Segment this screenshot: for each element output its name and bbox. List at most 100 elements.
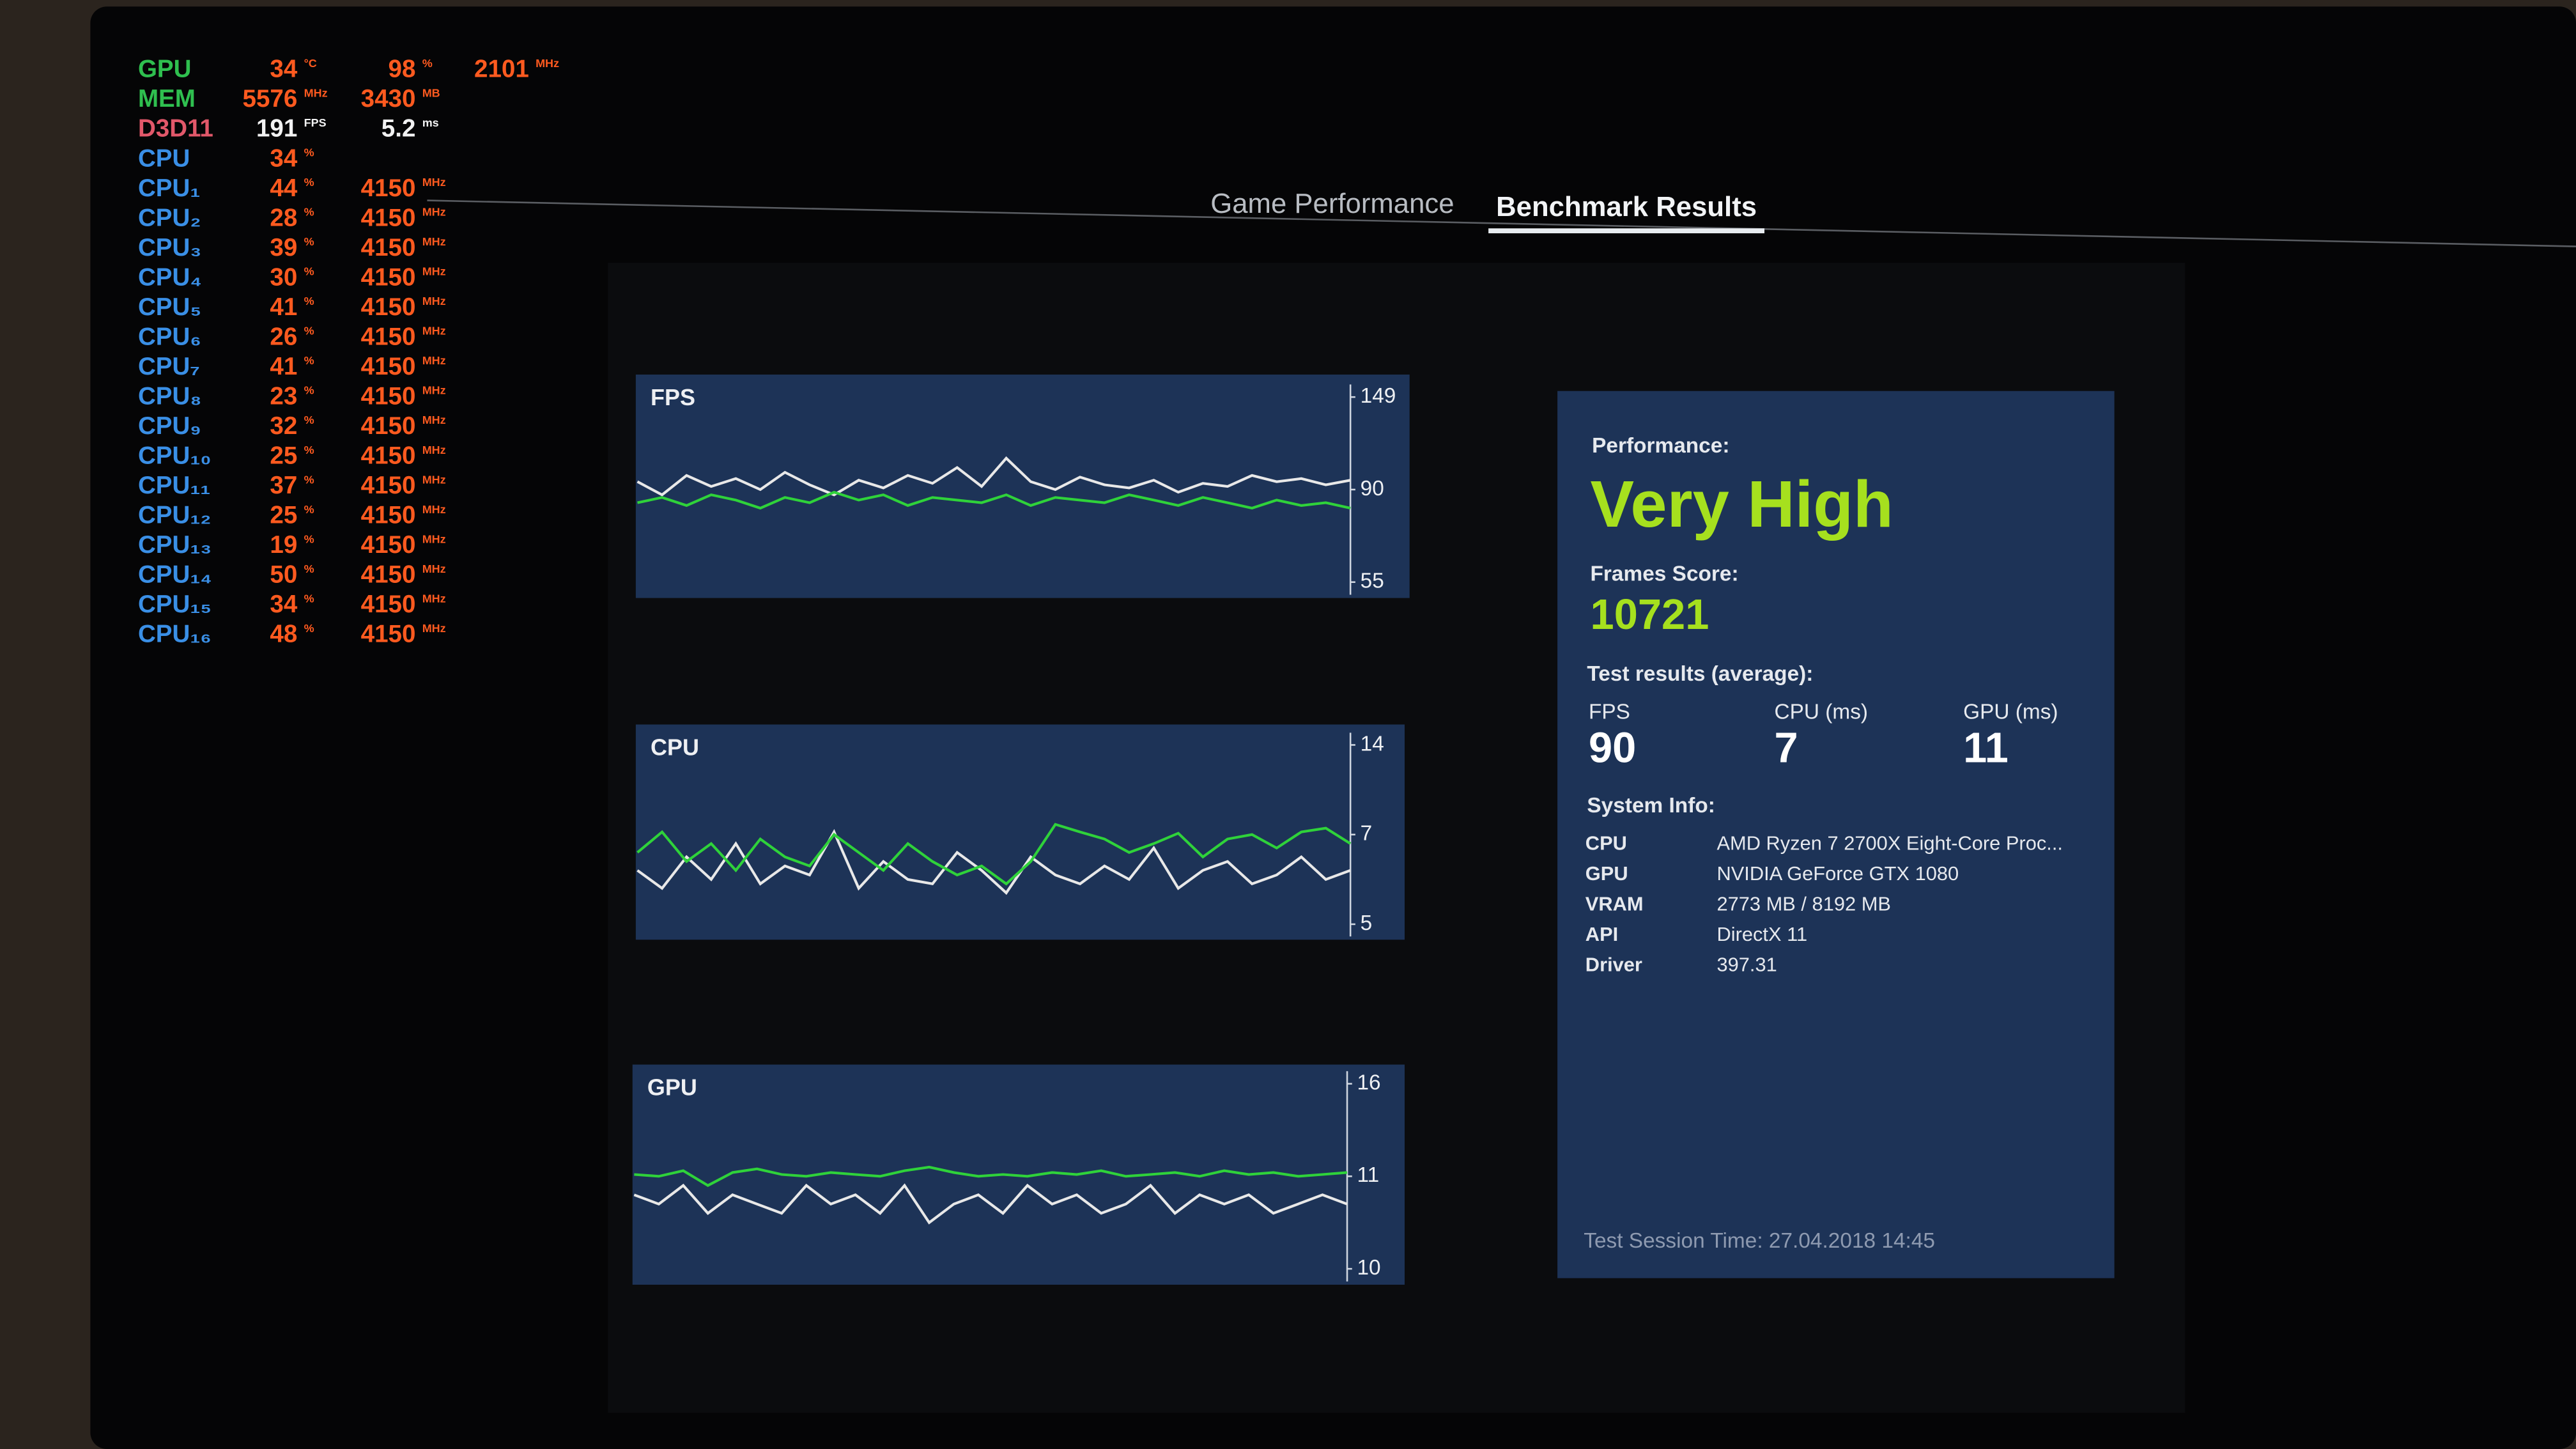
osd-unit: % [304,503,314,516]
osd-unit: % [304,206,314,219]
osd-value: 4150 [361,591,416,618]
osd-unit: MHz [536,57,559,70]
series-line [636,456,1351,497]
osd-value: 4150 [361,561,416,589]
osd-unit: MHz [422,444,446,456]
osd-value: 41 [270,293,297,321]
summary-panel: Performance: Very High Frames Score: 107… [1557,391,2115,1278]
osd-label: CPU₂ [138,204,201,231]
osd-unit: % [304,146,314,159]
osd-value: 4150 [361,263,416,291]
osd-value: 34 [270,144,297,172]
osd-unit: % [304,473,314,486]
osd-value: 4150 [361,472,416,499]
osd-value: 3430 [361,85,416,112]
osd-value: 23 [270,382,297,410]
osd-value: 25 [270,502,297,529]
chart-panel [635,724,1405,940]
sys-key: API [1585,923,1618,945]
osd-label: CPU₁₅ [138,591,212,618]
osd-unit: MHz [422,473,446,486]
result-label: FPS [1589,700,1630,724]
y-tick-label: 11 [1357,1163,1379,1187]
osd-value: 28 [270,204,297,231]
label: Performance: [1592,434,1729,458]
label: System Info: [1587,794,1715,817]
y-tick-label: 5 [1361,911,1373,935]
y-tick-label: 7 [1361,822,1373,846]
performance: Very High [1591,467,1893,541]
osd-value: 4150 [361,293,416,321]
osd-unit: % [304,354,314,367]
osd-label: CPU₈ [138,382,201,410]
sys-value: AMD Ryzen 7 2700X Eight-Core Proc... [1716,832,2062,854]
osd-label: CPU₁₂ [138,502,211,529]
osd-value: 191 [256,115,297,143]
sys-value: NVIDIA GeForce GTX 1080 [1716,862,1959,885]
osd-value: 32 [270,412,297,440]
osd-value: 4150 [361,621,416,648]
chart-title: CPU [651,734,699,761]
osd-label: MEM [138,85,196,112]
sys-key: VRAM [1585,892,1644,915]
osd-value: 19 [270,531,297,559]
osd-unit: FPS [304,116,327,129]
osd-unit: MHz [304,87,328,100]
osd-value: 50 [270,561,297,589]
osd-unit: MHz [422,562,446,575]
osd-value: 41 [270,353,297,380]
osd-unit: % [304,235,314,248]
osd-value: 34 [270,56,297,83]
y-tick-label: 149 [1361,384,1396,408]
tab-divider [427,199,2576,247]
osd-label: CPU₁₄ [138,561,212,589]
osd-value: 39 [270,234,297,261]
series-line [637,490,1351,510]
osd-label: CPU₃ [138,234,201,261]
series-line [636,823,1352,886]
chart-title: GPU [647,1074,697,1101]
osd-value: 4150 [361,204,416,231]
osd-value: 5.2 [382,115,416,143]
chart-title: FPS [651,384,695,410]
result-label: GPU (ms) [1963,700,2058,724]
osd-value: 4150 [361,353,416,380]
y-tick-label: 10 [1357,1256,1380,1280]
osd-value: 48 [270,621,297,648]
osd-unit: % [304,384,314,397]
osd-value: 2101 [474,56,529,83]
osd-value: 34 [270,591,297,618]
session-time: Test Session Time: 27.04.2018 14:45 [1584,1229,1935,1253]
y-tick-label: 90 [1361,477,1384,500]
osd-value: 4150 [361,323,416,350]
osd-unit: MHz [422,384,446,397]
y-tick-label: 14 [1361,732,1384,755]
label: Frames Score: [1591,562,1739,585]
tab[interactable]: Game Performance [1210,188,1454,219]
label: Test results (average): [1587,662,1813,686]
osd-label: CPU₁ [138,174,200,202]
osd-value: 30 [270,263,297,291]
y-tick-label: 55 [1361,570,1384,593]
osd-unit: % [304,562,314,575]
osd-unit: MHz [422,295,446,307]
osd-unit: MB [422,87,440,100]
sys-value: 397.31 [1716,953,1777,975]
osd-unit: % [304,444,314,456]
osd-unit: MHz [422,176,446,189]
osd-unit: MHz [422,592,446,605]
osd-unit: ms [422,116,439,129]
osd-value: 4150 [361,412,416,440]
osd-label: D3D11 [138,115,213,143]
sys-key: CPU [1585,832,1627,854]
sys-value: DirectX 11 [1716,923,1807,945]
tab-active[interactable]: Benchmark Results [1496,191,1757,222]
osd-label: CPU₆ [138,323,201,350]
sys-value: 2773 MB / 8192 MB [1716,892,1891,915]
osd-label: CPU₄ [138,263,202,291]
result-value: 90 [1589,724,1636,771]
panel-bg [1557,391,2115,1278]
